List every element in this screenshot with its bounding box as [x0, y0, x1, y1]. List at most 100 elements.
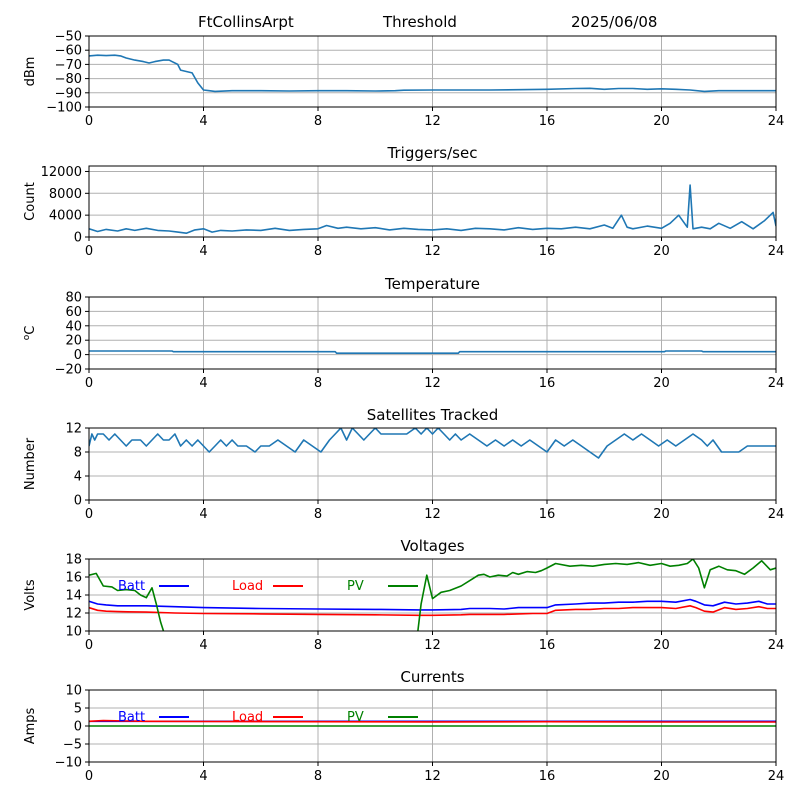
y-tick-label: 0: [74, 231, 82, 246]
y-tick-label: 60: [65, 305, 82, 320]
x-tick-label: 20: [653, 114, 670, 129]
x-tick-label: 4: [199, 244, 207, 259]
x-tick-label: 12: [424, 638, 441, 653]
y-tick-label: 5: [74, 702, 82, 717]
plot-area: [89, 350, 776, 355]
x-tick-label: 16: [539, 114, 556, 129]
y-axis-label: Volts: [23, 579, 38, 611]
x-tick-label: 0: [85, 769, 93, 784]
x-tick-label: 0: [85, 507, 93, 522]
x-tick-label: 24: [768, 376, 785, 391]
x-tick-label: 16: [539, 769, 556, 784]
x-tick-label: 12: [424, 769, 441, 784]
y-tick-label: 0: [74, 348, 82, 363]
x-tick-label: 4: [199, 114, 207, 129]
x-tick-label: 24: [768, 638, 785, 653]
x-tick-label: 16: [539, 638, 556, 653]
y-tick-label: 12000: [41, 165, 82, 180]
x-tick-label: 0: [85, 376, 93, 391]
y-tick-label: −70: [55, 58, 82, 73]
series-line-load: [89, 604, 776, 617]
plot-area: [89, 54, 776, 93]
panel-triggers: 0 4 8 12 16 20 24 0 4000 8000 12000 Triggers/sec Cou…: [23, 144, 784, 259]
series-line-batt: [89, 598, 776, 611]
plot-area: [89, 184, 776, 234]
y-tick-label: 4000: [49, 209, 82, 224]
x-tick-label: 16: [539, 507, 556, 522]
x-tick-label: 8: [314, 114, 322, 129]
y-axis-label: oC: [22, 326, 38, 341]
y-tick-label: 8: [74, 446, 82, 461]
legend-label-batt: Batt: [118, 579, 145, 594]
y-tick-label: 12: [65, 422, 82, 437]
panel-currents: 0 4 8 12 16 20 24 −10 −5 0 5 10 Currents Amps Batt Load…: [23, 668, 784, 784]
y-tick-label: 40: [65, 319, 82, 334]
y-axis-label: Amps: [23, 707, 38, 744]
series-line-load: [89, 719, 776, 723]
plot-area: [89, 559, 776, 631]
panel-title: Satellites Tracked: [367, 406, 498, 424]
x-tick-label: 24: [768, 244, 785, 259]
y-tick-label: 0: [74, 494, 82, 509]
y-tick-label: −80: [55, 72, 82, 87]
x-tick-label: 12: [424, 376, 441, 391]
x-tick-label: 16: [539, 244, 556, 259]
y-axis-label: Count: [23, 182, 38, 221]
panel-title: Temperature: [384, 275, 480, 293]
panel-voltages: 0 4 8 12 16 20 24 10 12 14 16 18 Voltages Volts Batt Lo…: [23, 537, 784, 653]
series-line-triggers: [89, 184, 776, 234]
series-line-pv: [89, 559, 776, 631]
x-tick-label: 8: [314, 244, 322, 259]
header-date: 2025/06/08: [571, 13, 657, 31]
y-tick-label: 4: [74, 470, 82, 485]
x-tick-label: 12: [424, 507, 441, 522]
y-axis-label: dBm: [23, 57, 38, 87]
x-tick-label: 4: [199, 638, 207, 653]
y-tick-label: 20: [65, 334, 82, 349]
legend-label-batt: Batt: [118, 710, 145, 725]
header-mode: Threshold: [382, 13, 457, 31]
y-tick-label: 80: [65, 291, 82, 306]
x-tick-label: 4: [199, 769, 207, 784]
x-tick-label: 12: [424, 114, 441, 129]
y-tick-label: 10: [65, 625, 82, 640]
x-tick-label: 16: [539, 376, 556, 391]
y-tick-label: 8000: [49, 187, 82, 202]
x-tick-label: 8: [314, 376, 322, 391]
y-tick-label: 18: [65, 553, 82, 568]
plot-area: [89, 428, 776, 459]
y-tick-label: −50: [55, 30, 82, 45]
legend-label-pv: PV: [347, 710, 364, 725]
x-tick-label: 8: [314, 769, 322, 784]
x-tick-label: 8: [314, 507, 322, 522]
x-tick-label: 20: [653, 638, 670, 653]
y-axis-label-degree: o: [22, 334, 32, 340]
series-line-satellites: [89, 428, 776, 459]
x-tick-label: 20: [653, 376, 670, 391]
y-tick-label: −10: [55, 756, 82, 771]
x-tick-label: 24: [768, 769, 785, 784]
x-tick-label: 4: [199, 507, 207, 522]
header-station: FtCollinsArpt: [198, 13, 294, 31]
panel-satellites: 0 4 8 12 16 20 24 0 4 8 12 Satellites Tracked Number: [23, 406, 784, 522]
panel-title: Voltages: [400, 537, 464, 555]
series-line-temperature: [89, 350, 776, 355]
plot-area: [89, 719, 776, 727]
x-tick-label: 0: [85, 114, 93, 129]
legend-label-load: Load: [232, 710, 263, 725]
x-tick-label: 20: [653, 244, 670, 259]
x-tick-label: 20: [653, 769, 670, 784]
x-tick-label: 24: [768, 114, 785, 129]
y-tick-label: −90: [55, 86, 82, 101]
panel-title: Currents: [400, 668, 464, 686]
x-tick-label: 4: [199, 376, 207, 391]
legend-label-load: Load: [232, 579, 263, 594]
x-tick-label: 12: [424, 244, 441, 259]
legend-label-pv: PV: [347, 579, 364, 594]
y-tick-label: 12: [65, 607, 82, 622]
panel-threshold: 0 4 8 12 16 20 24 −100−90−80−70−60−50 dBm: [23, 30, 784, 130]
